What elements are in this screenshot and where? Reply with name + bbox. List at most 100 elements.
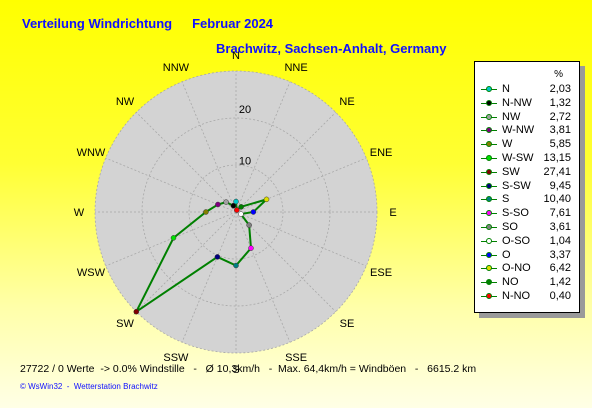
legend-label: SW: [502, 165, 520, 178]
legend-marker-icon: [486, 196, 492, 203]
data-point-sse: [248, 245, 254, 251]
grid-ring: [188, 164, 284, 260]
data-point-ne: [238, 204, 244, 210]
direction-label-wsw: WSW: [77, 267, 106, 279]
direction-label-s: S: [232, 364, 239, 376]
grid-spoke: [235, 211, 367, 267]
direction-label-w: W: [74, 207, 85, 219]
data-point-wnw: [215, 201, 221, 208]
chart-title-text: Verteilung Windrichtung: [22, 16, 173, 31]
legend-item: O 3,37: [475, 249, 579, 262]
legend-value: 3,81: [549, 124, 571, 137]
direction-label-wnw: WNW: [77, 147, 106, 159]
legend-label: S: [502, 193, 510, 206]
legend-value: 3,61: [549, 221, 571, 233]
legend-label: NW: [502, 110, 521, 123]
legend-marker-icon: [486, 224, 492, 230]
radial-tick-label: 10: [239, 156, 251, 168]
direction-label-n: N: [232, 50, 240, 62]
legend-marker-icon: [486, 86, 492, 92]
legend-value: 1,42: [549, 276, 571, 289]
direction-label-ese: ESE: [370, 267, 392, 279]
legend-label: N-NW: [502, 96, 532, 109]
legend-value: 5,85: [549, 138, 571, 151]
direction-label-ne: NE: [339, 96, 354, 108]
legend-value: 6,42: [549, 262, 571, 275]
legend-marker-icon: [486, 210, 492, 217]
direction-label-sse: SSE: [285, 352, 307, 364]
legend-item: W-NW 3,81: [475, 124, 579, 137]
legend-label: N: [502, 83, 510, 95]
legend-unit: %: [554, 69, 563, 80]
legend-marker-icon: [486, 141, 492, 148]
legend-item: NO 1,42: [475, 276, 579, 289]
legend-item: O-NO 6,42: [475, 262, 579, 275]
data-point-ese: [238, 211, 244, 217]
grid-spoke: [105, 157, 237, 213]
wind-rose-grid: [94, 70, 378, 354]
legend-item: S-SW 9,45: [475, 180, 579, 193]
legend-item: SO 3,61: [475, 221, 579, 234]
direction-label-ssw: SSW: [163, 352, 189, 364]
data-point-se: [246, 222, 252, 228]
legend-marker-icon: [486, 265, 492, 272]
radial-tick-labels: 10 20: [239, 104, 251, 167]
radial-tick-label: 20: [239, 104, 251, 116]
data-point-e: [250, 209, 257, 215]
data-point-s: [233, 262, 239, 269]
legend-value: 3,37: [549, 248, 571, 261]
legend-value: 27,41: [543, 165, 571, 178]
legend-item: O-SO 1,04: [475, 235, 579, 248]
direction-label-ene: ENE: [370, 147, 393, 159]
legend-label: O: [502, 248, 511, 261]
data-point-w: [203, 209, 209, 215]
grid-spoke: [136, 211, 237, 312]
legend-value: 13,15: [543, 152, 571, 164]
legend-value: 2,03: [549, 83, 571, 95]
data-point-nnw: [230, 202, 237, 209]
legend-label: S-SW: [502, 179, 531, 192]
legend: % N 2,03 N-NW 1,32 NW 2,72 W-NW 3,81 W 5,85 W-SW 13…: [474, 61, 580, 313]
legend-label: W: [502, 138, 513, 151]
legend-item: W-SW 13,15: [475, 152, 579, 165]
grid-spoke: [235, 211, 291, 343]
legend-value: 10,40: [543, 193, 571, 206]
grid-spoke: [235, 211, 336, 312]
legend-label: W-NW: [502, 124, 535, 137]
data-point-nne: [234, 207, 240, 213]
legend-value: 0,40: [549, 290, 571, 302]
legend-marker-icon: [486, 251, 492, 258]
grid-spoke: [235, 157, 367, 213]
legend-item: W 5,85: [475, 138, 579, 151]
legend-marker-icon: [486, 293, 492, 299]
legend-marker-icon: [486, 182, 492, 189]
data-point-nw: [223, 199, 229, 205]
legend-item: NW 2,72: [475, 111, 579, 124]
legend-label: N-NO: [502, 290, 531, 302]
wind-rose-data: [133, 196, 270, 315]
legend-marker-icon: [486, 168, 492, 175]
data-point-wsw: [170, 235, 177, 241]
grid-spoke: [181, 81, 237, 213]
grid-spoke: [181, 211, 237, 343]
legend-marker-icon: [486, 127, 492, 134]
data-point-n: [233, 198, 239, 205]
legend-marker-icon: [486, 237, 492, 244]
direction-label-se: SE: [340, 318, 355, 330]
legend-label: O-NO: [502, 262, 531, 275]
grid-spoke: [235, 112, 336, 213]
grid-spoke: [136, 112, 237, 213]
direction-label-nw: NW: [116, 96, 135, 108]
legend-value: 9,45: [549, 179, 571, 192]
legend-item: N-NO 0,40: [475, 290, 579, 303]
legend-item: S 10,40: [475, 193, 579, 206]
direction-label-e: E: [389, 207, 396, 219]
legend-marker-icon: [486, 155, 492, 161]
legend-marker-icon: [486, 279, 492, 286]
copyright-text: © WsWin32 - Wetterstation Brachwitz: [20, 382, 158, 391]
grid-spoke: [235, 81, 291, 213]
legend-label: NO: [502, 276, 519, 289]
legend-value: 1,32: [549, 96, 571, 109]
direction-labels: N NNE NE ENE E ESE SE SSE S SSW SW WSW W WNW NW NNW: [74, 50, 397, 376]
direction-label-nnw: NNW: [163, 62, 190, 74]
